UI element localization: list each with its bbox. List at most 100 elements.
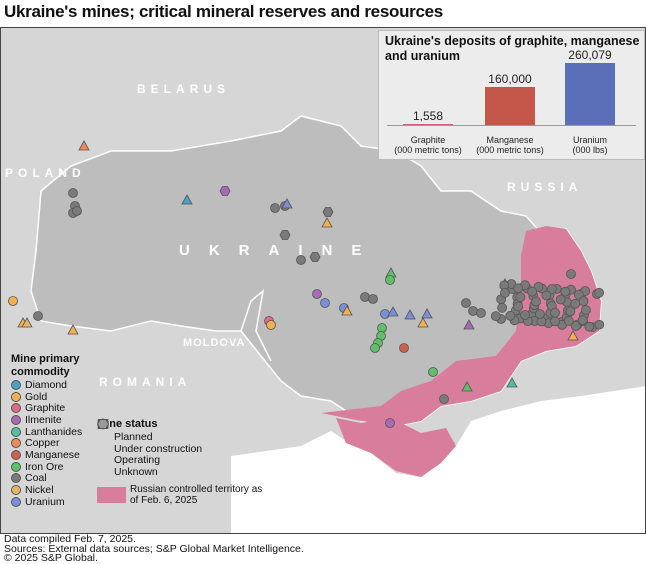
mine-marker-ilmenite bbox=[463, 319, 475, 330]
mine-marker-ilmenite bbox=[312, 289, 322, 299]
legend-label: Gold bbox=[25, 390, 48, 403]
black-sea bbox=[231, 386, 645, 533]
bar-value-label: 260,079 bbox=[568, 48, 612, 62]
legend-item-copper: Copper bbox=[11, 437, 91, 449]
legend-item-gold: Gold bbox=[11, 391, 91, 403]
commodity-swatch-icon bbox=[11, 379, 21, 390]
mine-marker-coal bbox=[270, 203, 280, 213]
status-label: Planned bbox=[114, 430, 153, 443]
legend-label: Graphite bbox=[25, 402, 66, 415]
mine-markers bbox=[8, 140, 605, 428]
commodity-swatch-icon bbox=[11, 496, 21, 507]
category-name: Uranium bbox=[572, 135, 607, 145]
status-item: Unknown bbox=[97, 419, 270, 478]
mine-marker-coal bbox=[322, 207, 334, 217]
legend-item-lanthanides: Lanthanides bbox=[11, 426, 91, 438]
mine-marker-gold bbox=[417, 317, 429, 328]
category-unit: (000 lbs) bbox=[572, 145, 608, 155]
mine-marker-iron-ore bbox=[461, 381, 473, 392]
footer-copyright: © 2025 S&P Global. bbox=[4, 552, 98, 564]
mine-marker-uranium bbox=[320, 298, 330, 308]
mine-marker-coal bbox=[566, 269, 576, 279]
chart-title: Ukraine's deposits of graphite, manganes… bbox=[385, 34, 640, 63]
commodity-swatch-icon bbox=[11, 403, 21, 414]
mine-marker-coal bbox=[584, 321, 595, 332]
commodity-swatch-icon bbox=[11, 391, 21, 402]
category-unit: (000 metric tons) bbox=[394, 145, 462, 155]
commodity-swatch-icon bbox=[11, 473, 21, 484]
mine-marker-coal bbox=[515, 292, 526, 302]
legend-label: Lanthanides bbox=[25, 425, 83, 438]
mine-marker-uranium bbox=[404, 309, 416, 320]
mine-marker-ilmenite bbox=[385, 418, 395, 428]
mine-marker-coal bbox=[520, 310, 530, 320]
mine-marker-coal bbox=[570, 298, 581, 309]
territory-swatch bbox=[97, 486, 126, 503]
legend-label: Iron Ore bbox=[25, 460, 64, 473]
hexagon-icon bbox=[97, 419, 109, 429]
bar-value-label: 1,558 bbox=[412, 108, 444, 123]
commodity-swatch-icon bbox=[11, 426, 21, 437]
label-ukraine: UKRAINE bbox=[179, 242, 381, 259]
label-belarus: BELARUS bbox=[137, 82, 231, 96]
mine-marker-coal bbox=[368, 294, 378, 304]
status-legend: Mine status Planned Under construction Ope… bbox=[97, 418, 270, 506]
mine-marker-coal bbox=[476, 308, 486, 318]
page-title: Ukraine's mines; critical mineral reserv… bbox=[4, 2, 443, 21]
label-moldova: MOLDOVA bbox=[183, 337, 246, 349]
legend-item-nickel: Nickel bbox=[11, 484, 91, 496]
mine-marker-manganese bbox=[399, 343, 409, 353]
mine-marker-diamond bbox=[181, 194, 193, 205]
mine-marker-uranium bbox=[281, 198, 293, 209]
mine-marker-nickel bbox=[21, 317, 33, 328]
commodity-swatch-icon bbox=[11, 461, 21, 472]
legend-item-iron-ore: Iron Ore bbox=[11, 461, 91, 473]
bar-category-label: Graphite (000 metric tons) bbox=[383, 135, 473, 155]
legend-label: Uranium bbox=[25, 495, 65, 508]
mine-marker-uranium bbox=[421, 308, 433, 319]
moldova-border bbox=[240, 289, 272, 362]
mine-marker-coal bbox=[594, 287, 605, 298]
mine-marker-coal bbox=[581, 305, 591, 315]
map-canvas bbox=[8, 115, 645, 533]
mine-marker-gold bbox=[321, 217, 333, 228]
footer-compiled: Data compiled Feb. 7, 2025. bbox=[4, 533, 136, 545]
russian-controlled-mainland bbox=[321, 226, 601, 426]
commodity-swatch-icon bbox=[11, 449, 21, 460]
mine-marker-coal bbox=[490, 311, 501, 322]
category-unit: (000 metric tons) bbox=[476, 145, 544, 155]
legend-label: Coal bbox=[25, 472, 47, 485]
legend-item-diamond: Diamond bbox=[11, 379, 91, 391]
legend-item-ilmenite: Ilmenite bbox=[11, 414, 91, 426]
mine-marker-coal bbox=[550, 316, 560, 327]
bar-uranium bbox=[565, 63, 615, 125]
mine-marker-coal bbox=[461, 298, 471, 308]
footer-sources: Sources: External data sources; S&P Glob… bbox=[4, 542, 304, 555]
bar-graphite bbox=[403, 123, 453, 125]
legend-label: Manganese bbox=[25, 448, 80, 461]
mine-marker-iron-ore bbox=[385, 275, 395, 285]
legend-label: Diamond bbox=[25, 378, 68, 391]
legend-item-uranium: Uranium bbox=[11, 496, 91, 508]
mine-marker-coal bbox=[527, 286, 538, 297]
legend-label: Ilmenite bbox=[25, 413, 62, 426]
mine-marker-coal bbox=[570, 321, 581, 331]
bar-category-label: Uranium (000 lbs) bbox=[545, 135, 635, 155]
mine-marker-coal bbox=[439, 394, 449, 404]
mine-marker-gold bbox=[266, 320, 276, 330]
legend-label: Copper bbox=[25, 437, 60, 450]
mine-marker-coal bbox=[513, 283, 524, 294]
category-name: Manganese bbox=[486, 135, 534, 145]
commodity-legend: Mine primary commodity Diamond Gold Graphi… bbox=[11, 353, 91, 508]
bar-value-label: 160,000 bbox=[488, 71, 532, 86]
commodity-swatch-icon bbox=[11, 414, 21, 425]
status-legend-title: Mine status bbox=[97, 418, 158, 430]
legend-item-manganese: Manganese bbox=[11, 449, 91, 461]
commodity-swatch-icon bbox=[11, 485, 21, 496]
crimea bbox=[336, 418, 456, 477]
label-poland: POLAND bbox=[5, 166, 86, 180]
mine-marker-gold bbox=[67, 324, 79, 335]
territory-label: Russian controlled territory as of Feb. … bbox=[130, 483, 263, 506]
status-item: Operating bbox=[97, 418, 270, 466]
bar-category-label: Manganese (000 metric tons) bbox=[465, 135, 555, 155]
